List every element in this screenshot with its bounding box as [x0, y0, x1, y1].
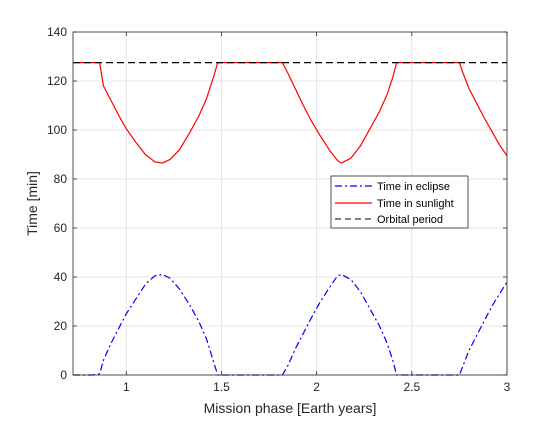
x-tick-label: 2	[313, 380, 320, 394]
plot-frame	[72, 31, 508, 376]
legend-box	[330, 175, 469, 229]
x-axis-label: Mission phase [Earth years]	[204, 400, 377, 416]
legend-label-eclipse: Time in eclipse	[377, 181, 450, 193]
y-tick-label: 40	[54, 270, 68, 284]
y-tick-label: 120	[47, 74, 67, 88]
x-tick-label: 1.5	[213, 380, 230, 394]
x-tick-label: 2.5	[403, 380, 420, 394]
legend-label-orbital: Orbital period	[377, 214, 443, 226]
y-tick-label: 80	[54, 172, 68, 186]
series-sunlight	[73, 62, 508, 164]
legend: Time in eclipse Time in sunlight Orbital…	[330, 175, 469, 229]
legend-label-sunlight: Time in sunlight	[377, 198, 454, 210]
y-tick-label: 100	[47, 123, 67, 137]
x-tick-label: 3	[504, 380, 511, 394]
y-tick-label: 60	[54, 221, 68, 235]
y-axis-label: Time [min]	[24, 171, 40, 236]
y-tick-label: 140	[47, 25, 67, 39]
y-tick-label: 0	[60, 368, 67, 382]
x-tick-label: 1	[123, 380, 130, 394]
y-tick-label: 20	[54, 319, 68, 333]
ticks: 1 1.5 2 2.5 3 0 20 40 60 80 100 120 140	[47, 25, 511, 394]
